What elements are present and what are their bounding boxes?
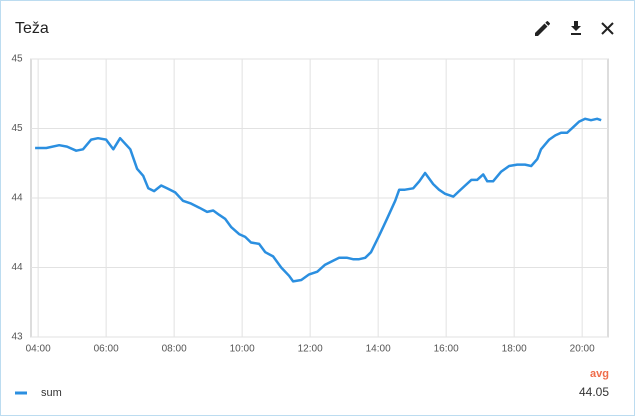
y-tick-label: 43	[11, 332, 23, 343]
x-tick-label: 20:00	[570, 344, 595, 355]
x-tick-label: 10:00	[230, 344, 255, 355]
x-tick-label: 12:00	[298, 344, 323, 355]
y-tick-label: 44	[11, 262, 23, 273]
edit-icon[interactable]	[535, 20, 551, 36]
y-tick-label: 45	[11, 123, 23, 134]
x-tick-label: 18:00	[502, 344, 527, 355]
download-icon[interactable]	[571, 21, 581, 35]
legend-header: avg	[590, 368, 609, 380]
x-tick-label: 14:00	[366, 344, 391, 355]
x-tick-label: 04:00	[26, 344, 51, 355]
close-icon[interactable]	[601, 22, 614, 35]
legend-value: 44.05	[579, 385, 609, 399]
y-tick-label: 44	[11, 193, 23, 204]
x-tick-label: 06:00	[94, 344, 119, 355]
x-tick-label: 08:00	[162, 344, 187, 355]
y-tick-label: 45	[11, 54, 23, 65]
data-line	[35, 117, 602, 283]
chart-title: Teža	[15, 20, 49, 37]
legend-label: sum	[41, 387, 62, 399]
x-tick-label: 16:00	[434, 344, 459, 355]
